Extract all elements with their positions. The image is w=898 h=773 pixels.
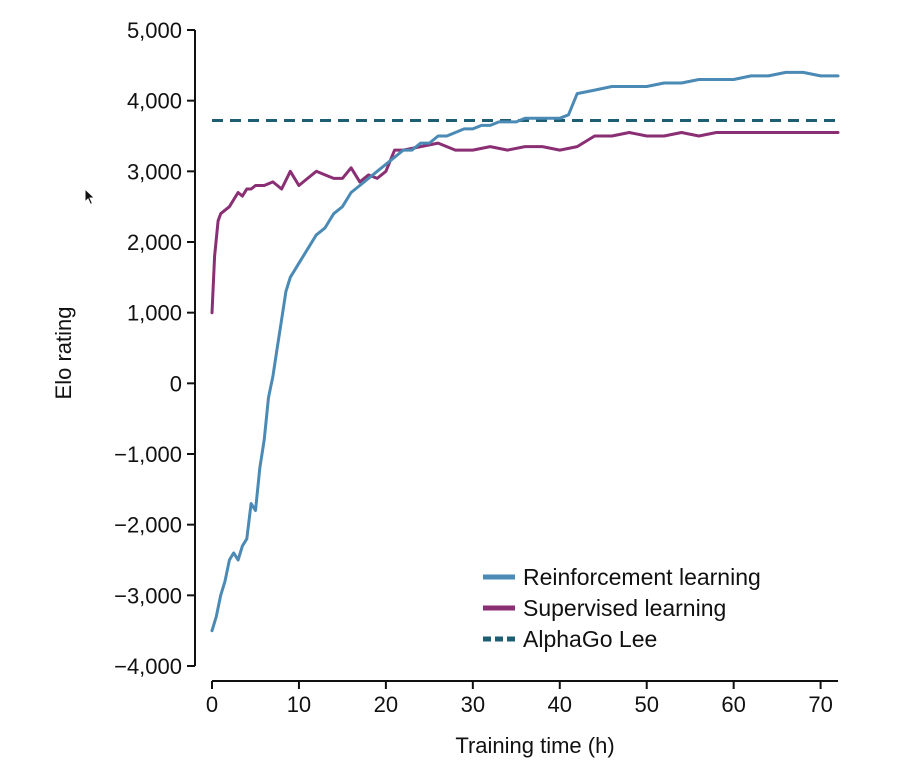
y-tick-label: −2,000	[114, 513, 182, 538]
x-tick-label: 20	[374, 692, 398, 717]
x-tick-label: 50	[634, 692, 658, 717]
y-axis-title: Elo rating	[51, 307, 76, 400]
legend: Reinforcement learning Supervised learnin…	[483, 564, 761, 652]
x-tick-label: 0	[206, 692, 218, 717]
legend-label: Supervised learning	[523, 595, 726, 621]
y-tick-label: 4,000	[127, 89, 182, 114]
x-tick-label: 30	[461, 692, 485, 717]
series-line-1	[210, 131, 840, 315]
legend-label: AlphaGo Lee	[523, 626, 657, 652]
y-tick-label: 3,000	[127, 159, 182, 184]
plot-area	[210, 70, 840, 633]
y-tick-label: 2,000	[127, 230, 182, 255]
y-tick-label: −4,000	[114, 654, 182, 679]
x-tick-label: 10	[287, 692, 311, 717]
y-tick-label: 0	[170, 371, 182, 396]
x-tick-label: 70	[808, 692, 832, 717]
y-tick-label: 1,000	[127, 301, 182, 326]
y-tick-label: −1,000	[114, 442, 182, 467]
x-tick-label: 40	[548, 692, 572, 717]
legend-label: Reinforcement learning	[523, 564, 761, 590]
y-tick-label: 5,000	[127, 18, 182, 43]
series-line-0	[210, 70, 840, 633]
x-tick-label: 60	[721, 692, 745, 717]
y-tick-label: −3,000	[114, 583, 182, 608]
x-axis: 0 10 20 30 40 50 60 70	[206, 680, 838, 717]
mouse-cursor-icon	[84, 188, 96, 206]
y-axis: −4,000 −3,000 −2,000 −1,000 0 1,000 2,000 3,000…	[114, 18, 196, 679]
x-axis-title: Training time (h)	[455, 733, 614, 758]
